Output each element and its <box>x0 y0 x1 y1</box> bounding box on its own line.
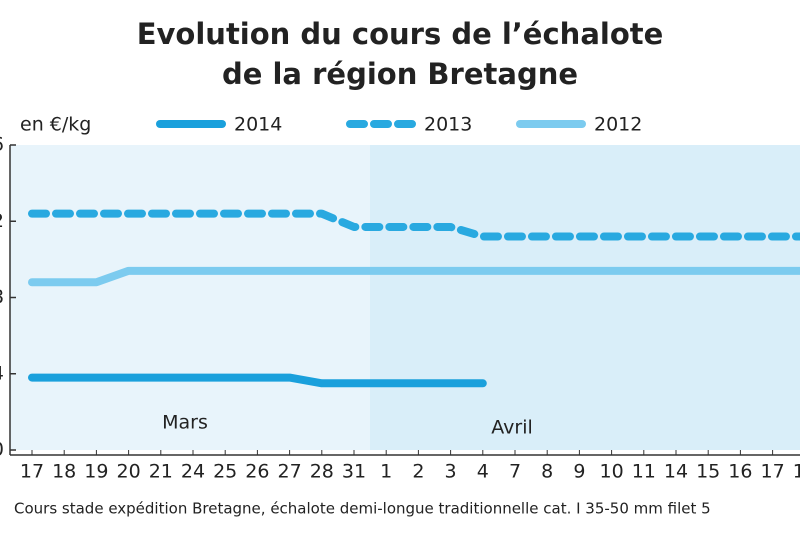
x-tick-label: 7 <box>509 461 521 483</box>
x-tick-label: 21 <box>149 461 173 483</box>
x-tick-label: 3 <box>445 461 457 483</box>
x-tick-label: 24 <box>181 461 205 483</box>
footnote: Cours stade expédition Bretagne, échalot… <box>14 500 711 518</box>
x-tick-label: 4 <box>477 461 489 483</box>
legend-label: 2013 <box>424 114 472 136</box>
x-tick-label: 16 <box>728 461 752 483</box>
series-line <box>28 266 800 287</box>
legend-label: 2014 <box>234 114 282 136</box>
x-tick-label: 10 <box>600 461 624 483</box>
x-tick-label: 25 <box>213 461 237 483</box>
x-tick-label: 31 <box>342 461 366 483</box>
x-tick-label: 1 <box>380 461 392 483</box>
annotation: Mars <box>162 412 208 434</box>
x-tick-label: 26 <box>245 461 269 483</box>
x-tick-label: 2 <box>412 461 424 483</box>
y-tick-label: 0 <box>0 439 4 461</box>
y-tick-label: 1,2 <box>0 210 4 232</box>
x-tick-label: 14 <box>664 461 688 483</box>
x-tick-label: 9 <box>573 461 585 483</box>
y-tick-label: 0,8 <box>0 286 4 308</box>
legend-label: 2012 <box>594 114 642 136</box>
x-tick-label: 17 <box>761 461 785 483</box>
annotation: Avril <box>491 417 533 439</box>
x-tick-label: 19 <box>84 461 108 483</box>
x-tick-label: 18 <box>52 461 76 483</box>
series-line <box>28 373 487 388</box>
y-axis-label: en €/kg <box>20 114 91 136</box>
x-tick-label: 18 <box>793 461 800 483</box>
x-tick-label: 11 <box>632 461 656 483</box>
x-tick-label: 27 <box>278 461 302 483</box>
chart-title: Evolution du cours de l’échalote <box>137 17 664 51</box>
x-tick-label: 8 <box>541 461 553 483</box>
y-tick-label: 0,4 <box>0 362 4 384</box>
x-tick-label: 28 <box>310 461 334 483</box>
y-tick-label: 1,6 <box>0 134 4 156</box>
series-line <box>28 209 800 241</box>
x-tick-label: 15 <box>696 461 720 483</box>
x-tick-label: 17 <box>20 461 44 483</box>
plot-background-mars <box>10 145 370 450</box>
plot-background-avril <box>370 145 800 450</box>
x-tick-label: 20 <box>117 461 141 483</box>
chart-title: de la région Bretagne <box>222 57 578 91</box>
